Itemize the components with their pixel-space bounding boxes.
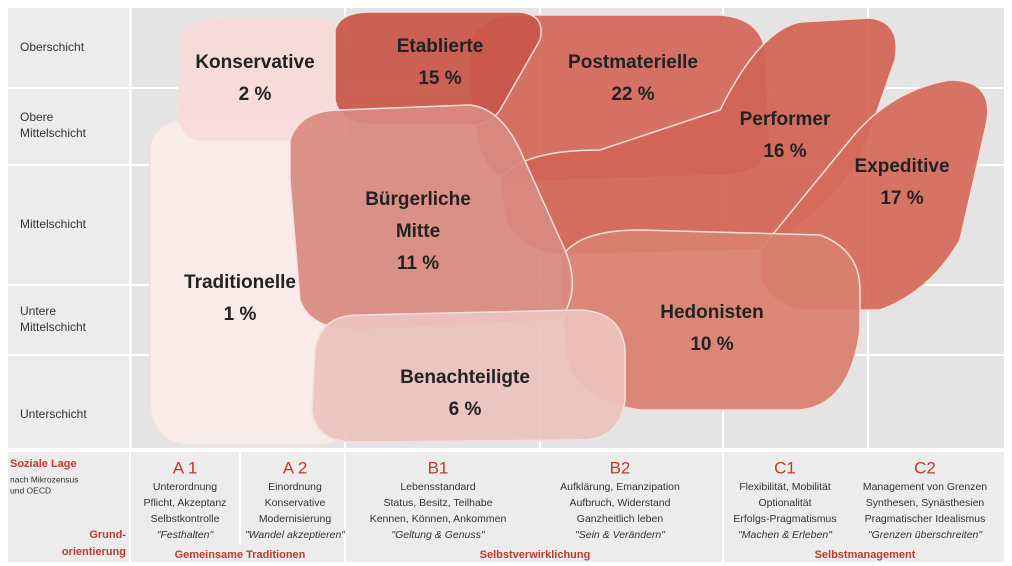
milieu-share: 11 % xyxy=(397,253,439,274)
milieu-name: Mitte xyxy=(396,221,440,242)
column-line: "Geltung & Genuss" xyxy=(391,529,486,541)
milieu-name: Postmaterielle xyxy=(568,52,698,73)
labels: Oberschicht Obere Mittelschicht Mittelschic… xyxy=(10,36,987,561)
row-label: Oberschicht xyxy=(20,40,85,54)
group-label: Gemeinsame Traditionen xyxy=(175,549,306,561)
column-line: Flexibilität, Mobilität xyxy=(739,481,831,493)
milieu-name: Expeditive xyxy=(854,156,949,177)
milieu-shape xyxy=(311,309,626,443)
column-code: C1 xyxy=(774,458,796,477)
column-line: Aufbruch, Widerstand xyxy=(570,497,671,509)
milieu-share: 22 % xyxy=(611,84,654,105)
milieu-share: 17 % xyxy=(880,188,923,209)
column-line: Unterordnung xyxy=(153,481,217,493)
row-area xyxy=(8,8,130,448)
row-label: Unterschicht xyxy=(20,407,87,421)
group-label: Selbstmanagement xyxy=(815,549,916,561)
column-line: Aufklärung, Emanzipation xyxy=(560,481,680,493)
column-line: Status, Besitz, Teilhabe xyxy=(384,497,493,509)
column-line: "Festhalten" xyxy=(157,529,215,541)
column-line: "Wandel akzeptieren" xyxy=(245,529,346,541)
legend-note: nach Mikrozensus xyxy=(10,474,79,484)
column-code: A 2 xyxy=(283,458,308,477)
column-line: "Sein & Verändern" xyxy=(575,529,666,541)
bottom-area xyxy=(8,452,1004,562)
column-line: Lebensstandard xyxy=(400,481,475,493)
column-line: "Grenzen überschreiten" xyxy=(868,529,984,541)
milieu-name: Bürgerliche xyxy=(365,189,471,210)
column-line: "Machen & Erleben" xyxy=(738,529,833,541)
milieu-share: 10 % xyxy=(690,334,733,355)
column-line: Optionalität xyxy=(758,497,811,509)
milieu-share: 2 % xyxy=(239,84,272,105)
column-line: Kennen, Können, Ankommen xyxy=(370,513,507,525)
grundorientierung: orientierung xyxy=(62,546,126,558)
column-line: Selbstkontrolle xyxy=(151,513,220,525)
milieu-name: Konservative xyxy=(195,52,314,73)
column-line: Pflicht, Akzeptanz xyxy=(144,497,227,509)
column-line: Pragmatischer Idealismus xyxy=(865,513,986,525)
column-line: Synthesen, Synästhesien xyxy=(866,497,985,509)
row-label: Mittelschicht xyxy=(20,217,87,231)
column-code: A 1 xyxy=(173,458,198,477)
column-line: Modernisierung xyxy=(259,513,332,525)
row-label: Untere Mittelschicht xyxy=(20,304,87,334)
column-line: Erfolgs-Pragmatismus xyxy=(733,513,836,525)
column-line: Ganzheitlich leben xyxy=(577,513,664,525)
column-line: Konservative xyxy=(265,497,326,509)
soziale-lage: Soziale Lage xyxy=(10,458,77,470)
column-line: Management von Grenzen xyxy=(863,481,987,493)
milieu-share: 16 % xyxy=(763,141,806,162)
milieu-name: Etablierte xyxy=(397,36,484,57)
grundorientierung: Grund- xyxy=(89,529,126,541)
milieu-share: 6 % xyxy=(449,399,482,420)
column-line: Einordnung xyxy=(268,481,322,493)
milieu-name: Performer xyxy=(740,109,831,130)
column-code: B2 xyxy=(610,458,631,477)
milieu-share: 15 % xyxy=(418,68,461,89)
milieu-shape xyxy=(289,104,574,331)
legend-note: und OECD xyxy=(10,485,51,495)
column-code: B1 xyxy=(428,458,449,477)
group-label: Selbstverwirklichung xyxy=(480,549,591,561)
row-label: Obere Mittelschicht xyxy=(20,110,87,140)
column-code: C2 xyxy=(914,458,936,477)
milieu-name: Hedonisten xyxy=(660,302,763,323)
milieu-name: Traditionelle xyxy=(184,272,296,293)
milieu-share: 1 % xyxy=(224,304,257,325)
milieu-name: Benachteiligte xyxy=(400,367,530,388)
milieu-shapes xyxy=(149,11,989,446)
